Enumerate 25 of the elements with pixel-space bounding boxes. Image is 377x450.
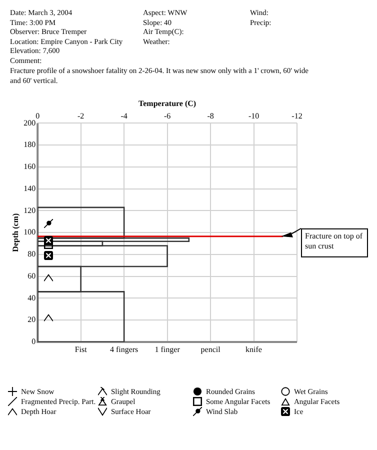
y-tick-label: 120 [24, 206, 36, 215]
y-axis-title: Depth (cm) [10, 213, 20, 252]
y-tick-label: 140 [24, 184, 36, 193]
y-tick-label: 60 [28, 271, 36, 280]
text: pencil [200, 345, 222, 354]
text: knife [246, 345, 262, 354]
y-tick-label: 20 [28, 315, 36, 324]
y-tick-label: 200 [24, 118, 36, 128]
text: Fist [74, 345, 88, 354]
x-tick-label: -4 [120, 111, 128, 120]
y-tick-label: 160 [24, 162, 36, 172]
text: 1 finger [154, 345, 180, 354]
x-tick-label: -2 [77, 111, 84, 120]
x-tick-label: -8 [207, 111, 214, 120]
y-tick-label: 100 [24, 228, 36, 237]
y-tick-label: 40 [28, 293, 36, 302]
y-tick-label: 180 [24, 140, 36, 150]
x-tick-label: -10 [248, 111, 260, 120]
x-tick-label: -12 [292, 111, 302, 120]
text: 4 fingers [110, 345, 138, 354]
y-tick-label: 80 [28, 250, 36, 259]
x-tick-label: -6 [164, 111, 171, 120]
x-axis-title: Temperature (C) [138, 98, 196, 108]
ref-line-label: Fracture on top of sun crust [305, 232, 363, 251]
y-tick-label: 0 [32, 337, 36, 346]
